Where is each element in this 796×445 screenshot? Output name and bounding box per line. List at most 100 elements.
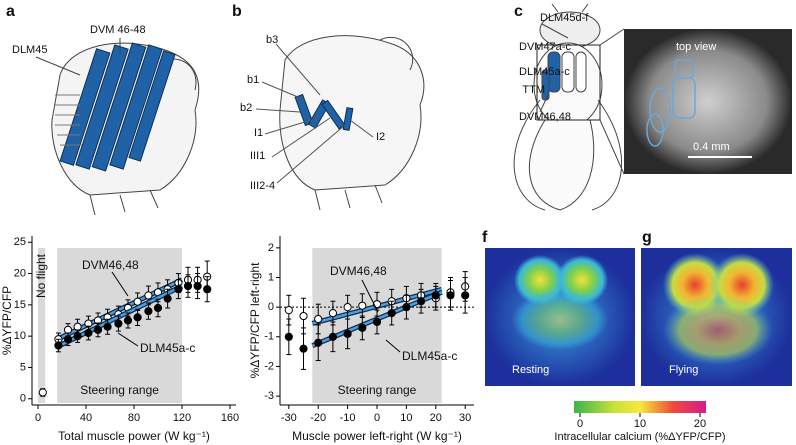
muscle-label: I1 bbox=[254, 127, 263, 139]
y-tick-label: 25 bbox=[14, 236, 26, 248]
muscle-label: DLM45d-f bbox=[540, 12, 589, 24]
y-tick-label: -3 bbox=[264, 390, 274, 402]
y-axis-label: %ΔYFP/CFP bbox=[0, 286, 14, 355]
muscle-label: b3 bbox=[266, 34, 278, 46]
muscle-label: DVM 46-48 bbox=[90, 24, 146, 36]
thorax-illustration-a bbox=[35, 38, 200, 216]
y-tick-label: 2 bbox=[268, 242, 274, 254]
data-point bbox=[343, 329, 352, 338]
y-tick-label: 0 bbox=[20, 393, 26, 405]
data-point bbox=[299, 311, 308, 321]
x-tick-label: 30 bbox=[459, 412, 471, 424]
condition-label: Flying bbox=[669, 364, 698, 376]
data-point bbox=[314, 314, 323, 324]
inset-title: top view bbox=[676, 41, 716, 53]
x-tick-label: -20 bbox=[310, 412, 326, 424]
x-tick-label: 80 bbox=[128, 412, 140, 424]
data-point bbox=[38, 388, 47, 397]
muscle-label: TTM bbox=[522, 84, 545, 96]
calcium-image-flying bbox=[641, 248, 792, 386]
muscle-label: DLM45a-c bbox=[519, 66, 570, 78]
series-annotation: DVM46,48 bbox=[82, 258, 139, 272]
data-point bbox=[358, 301, 367, 310]
muscle-label: b1 bbox=[247, 74, 259, 86]
region-label: Steering range bbox=[80, 383, 159, 397]
muscle-label: III1 bbox=[250, 150, 265, 162]
y-tick-label: 5 bbox=[20, 361, 26, 373]
thorax-illustration-b bbox=[255, 35, 425, 211]
y-axis-label: %ΔYFP/CFP left-right bbox=[248, 262, 262, 378]
data-point bbox=[203, 285, 212, 294]
data-point bbox=[446, 291, 455, 300]
y-tick-label: -1 bbox=[264, 331, 274, 343]
y-tick-label: 15 bbox=[14, 299, 26, 311]
data-point bbox=[93, 325, 103, 334]
data-point bbox=[314, 338, 323, 347]
data-point bbox=[299, 344, 308, 353]
data-point bbox=[284, 332, 293, 341]
x-tick-label: 0 bbox=[35, 412, 41, 424]
panel-letter: g bbox=[642, 229, 652, 246]
muscle-label: b2 bbox=[240, 102, 252, 114]
y-tick-label: 20 bbox=[14, 267, 26, 279]
colorbar-tick-label: 10 bbox=[634, 418, 646, 430]
annotation-leader bbox=[111, 271, 129, 297]
x-tick-label: 120 bbox=[173, 412, 191, 424]
muscle-label: III2-4 bbox=[250, 180, 275, 192]
data-point bbox=[328, 308, 338, 318]
data-point bbox=[114, 319, 123, 328]
colorbar bbox=[574, 401, 706, 413]
panel-letter: f bbox=[482, 229, 488, 246]
data-point bbox=[358, 323, 367, 333]
muscle-label: DVM47a-c bbox=[519, 41, 571, 53]
colorbar-tick-label: 20 bbox=[694, 418, 706, 430]
inset-image bbox=[624, 29, 792, 174]
data-point bbox=[84, 328, 93, 338]
series-annotation: DLM45a-c bbox=[402, 349, 457, 363]
data-point bbox=[153, 303, 163, 313]
data-point bbox=[123, 316, 133, 325]
data-point bbox=[144, 307, 153, 316]
shaded-region bbox=[38, 248, 46, 403]
x-tick-label: 0 bbox=[374, 412, 380, 424]
data-point bbox=[461, 291, 470, 300]
series-annotation: DVM46,48 bbox=[330, 264, 387, 278]
annotation-leader bbox=[361, 279, 379, 313]
panel-letter: c bbox=[514, 3, 523, 20]
x-axis-label: Total muscle power (W kg⁻¹) bbox=[58, 429, 210, 443]
x-axis-label: Muscle power left-right (W kg⁻¹) bbox=[292, 429, 462, 443]
region-label: Steering range bbox=[338, 383, 417, 397]
x-tick-label: -10 bbox=[340, 412, 356, 424]
fly-illustration bbox=[513, 3, 625, 211]
data-point bbox=[63, 335, 73, 344]
y-tick-label: -2 bbox=[264, 360, 274, 372]
data-point bbox=[402, 303, 411, 312]
calcium-image-resting bbox=[485, 248, 635, 386]
x-tick-label: -30 bbox=[281, 412, 297, 424]
data-point bbox=[54, 341, 63, 350]
x-tick-label: 20 bbox=[430, 412, 442, 424]
panel-letter: a bbox=[6, 3, 15, 20]
data-point bbox=[431, 291, 440, 300]
muscle-label: I2 bbox=[376, 131, 385, 143]
y-tick-label: 1 bbox=[268, 271, 274, 283]
y-tick-label: 10 bbox=[14, 330, 26, 342]
scale-bar-label: 0.4 mm bbox=[693, 141, 730, 153]
data-point bbox=[284, 306, 293, 315]
colorbar-tick-label: 0 bbox=[577, 418, 583, 430]
data-point bbox=[73, 322, 82, 331]
y-tick-label: 0 bbox=[268, 301, 274, 313]
colorbar-label: Intracellular calcium (%ΔYFP/CFP) bbox=[554, 431, 725, 443]
data-point bbox=[73, 332, 82, 341]
region-label: No flight bbox=[34, 253, 48, 298]
data-point bbox=[193, 281, 202, 291]
x-tick-label: 40 bbox=[80, 412, 92, 424]
data-point bbox=[328, 332, 338, 341]
x-tick-label: 160 bbox=[221, 412, 239, 424]
data-point bbox=[387, 308, 396, 318]
x-tick-label: 10 bbox=[400, 412, 412, 424]
data-point bbox=[103, 322, 112, 331]
annotation-leader bbox=[117, 332, 139, 347]
data-point bbox=[63, 325, 73, 334]
